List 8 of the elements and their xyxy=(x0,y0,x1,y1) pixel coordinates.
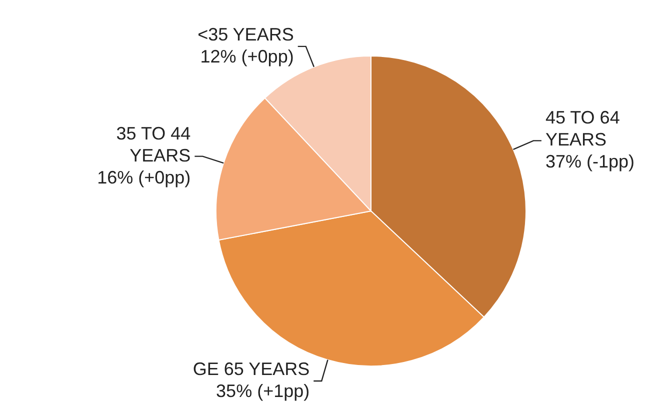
data-label: 35% (+1pp) xyxy=(216,380,310,401)
slice-label: 45 TO 64 YEARS xyxy=(545,107,620,150)
slice-label: <35 YEARS xyxy=(198,24,294,44)
slice-label: GE 65 YEARS xyxy=(192,358,310,379)
data-label: 16% (+0pp) xyxy=(97,167,191,188)
data-label: 37% (-1pp) xyxy=(545,151,634,172)
slice-label: 35 TO 44 YEARS xyxy=(116,123,191,166)
data-label: 12% (+0pp) xyxy=(200,46,294,66)
